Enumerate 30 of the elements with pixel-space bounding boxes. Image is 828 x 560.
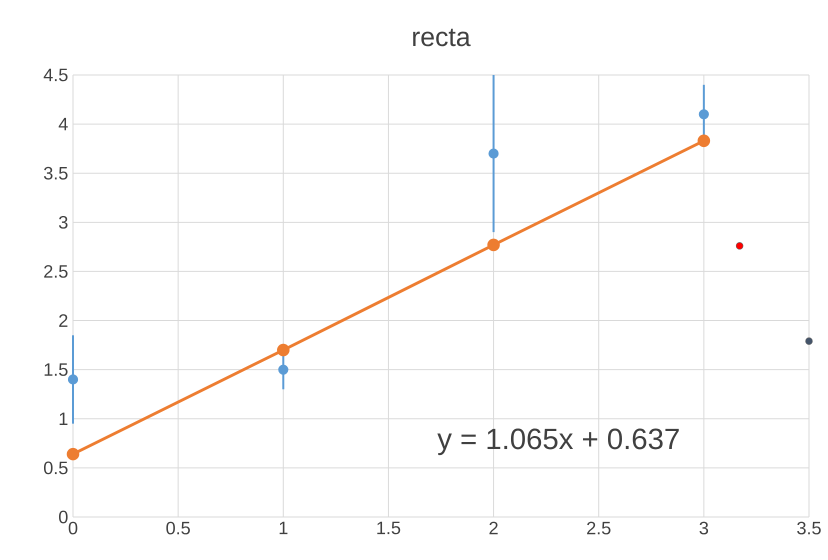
y-tick-label: 4 <box>58 118 68 130</box>
y-tick-label: 1 <box>60 412 68 425</box>
point <box>736 242 744 250</box>
point <box>68 374 78 385</box>
y-tick-label: 0 <box>59 510 68 524</box>
y-tick-label: 0.5 <box>44 462 68 474</box>
y-tick-label: 3.5 <box>44 166 68 180</box>
y-tick-label: 2.5 <box>44 265 68 278</box>
y-tick-label: 4.5 <box>44 68 68 82</box>
x-tick-label: 1 <box>280 522 288 534</box>
y-tick-label: 1.5 <box>44 363 68 376</box>
x-tick-label: 3.5 <box>797 522 821 534</box>
chart-title: recta <box>413 28 471 46</box>
point <box>698 109 709 120</box>
point <box>487 238 500 252</box>
x-tick-label: 2.5 <box>587 522 610 534</box>
point <box>488 148 499 159</box>
point <box>805 337 813 345</box>
x-tick-label: 1.5 <box>377 522 400 534</box>
point <box>277 344 290 356</box>
x-tick-label: 2 <box>489 522 498 534</box>
point <box>698 134 710 148</box>
annotation: y = 1.065x + 0.637 <box>437 428 679 456</box>
y-tick-label: 3 <box>58 216 68 229</box>
x-tick-label: 3 <box>700 522 708 534</box>
point <box>66 448 80 460</box>
x-tick-label: 0.5 <box>166 522 190 534</box>
y-tick-label: 2 <box>59 314 68 327</box>
point <box>278 364 288 375</box>
x-tick-label: 0 <box>68 522 78 534</box>
